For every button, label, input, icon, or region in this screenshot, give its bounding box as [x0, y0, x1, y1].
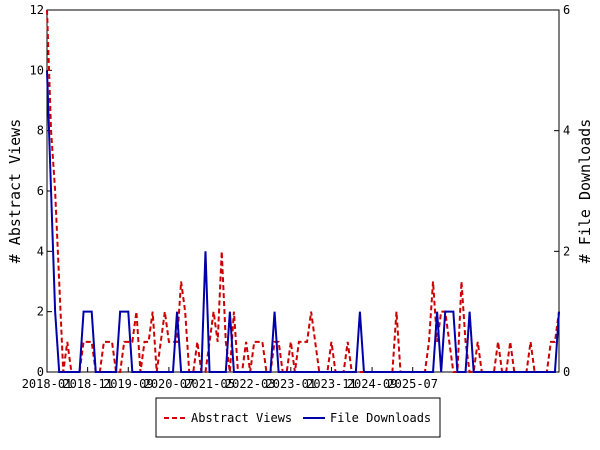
plot-area: [46, 9, 560, 373]
right-axis-ticks: 0 2 4 6: [554, 3, 570, 379]
y-left-tick-label: 12: [30, 3, 44, 17]
x-tick-label: 2025-07: [387, 377, 438, 391]
x-tick-label: 2023-11: [306, 377, 357, 391]
y-axis-title-left: # Abstract Views: [6, 119, 24, 264]
x-tick-label: 2018-01: [22, 377, 73, 391]
x-tick-label: 2024-09: [347, 377, 398, 391]
x-tick-label: 2018-11: [62, 377, 113, 391]
series-layer: [46, 9, 560, 373]
y-right-tick-label: 2: [563, 244, 570, 258]
y-right-tick-label: 6: [563, 3, 570, 17]
y-axis-title-right: # File Downloads: [576, 119, 594, 264]
legend-label-abstract-views: Abstract Views: [191, 411, 292, 425]
y-left-tick-label: 0: [37, 365, 44, 379]
y-right-tick-label: 4: [563, 124, 570, 138]
y-left-tick-label: 2: [37, 305, 44, 319]
x-tick-label: 2023-01: [266, 377, 317, 391]
x-tick-label: 2021-05: [184, 377, 235, 391]
y-left-tick-label: 4: [37, 244, 44, 258]
y-left-tick-label: 8: [37, 124, 44, 138]
x-tick-label: 2019-09: [103, 377, 154, 391]
y-left-tick-label: 10: [30, 63, 44, 77]
legend: Abstract Views File Downloads: [155, 397, 441, 438]
series-line-file-downloads: [46, 70, 560, 373]
x-axis-ticks: 2018-012018-112019-092020-072021-052022-…: [22, 367, 438, 391]
y-right-tick-label: 0: [563, 365, 570, 379]
left-axis-ticks: 0 2 4 6 8 10 12: [30, 3, 52, 379]
x-tick-label: 2022-03: [225, 377, 276, 391]
legend-box: [155, 397, 441, 438]
legend-label-file-downloads: File Downloads: [330, 411, 431, 425]
series-line-abstract-views: [46, 9, 560, 373]
y-left-tick-label: 6: [37, 184, 44, 198]
x-tick-label: 2020-07: [144, 377, 195, 391]
